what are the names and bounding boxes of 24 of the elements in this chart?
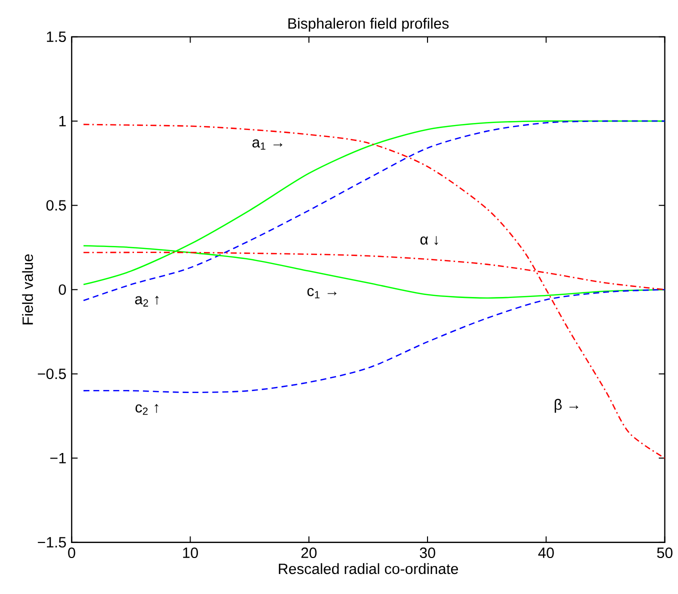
annotation: c$_{1}$ → (307, 288, 336, 298)
annotation: α ↓ (420, 236, 438, 245)
x-tick-label: 40 (538, 547, 554, 558)
y-tick-label: −1 (50, 452, 66, 464)
line-series (82, 288, 665, 393)
x-tick-label: 0 (68, 547, 76, 558)
y-tick-label: 0 (58, 284, 66, 295)
annotation: β → (554, 398, 578, 413)
y-axis-title: Field value (22, 254, 33, 324)
x-tick-label: 30 (420, 547, 436, 558)
y-tick-label: 0.5 (46, 200, 66, 211)
x-tick-label: 50 (657, 547, 672, 558)
y-tick-label: 1.5 (46, 32, 66, 42)
annotation: a$_{2}$ ↑ (135, 296, 159, 307)
x-tick-label: 10 (183, 547, 198, 558)
annotation: a$_{1}$ → (252, 139, 282, 150)
chart-title: Bisphaleron field profiles (288, 18, 449, 32)
y-tick-label: −0.5 (38, 368, 66, 380)
annotation: c$_{2}$ ↑ (136, 404, 158, 415)
x-axis-title: Rescaled radial co-ordinate (278, 563, 458, 574)
y-tick-label: 1 (59, 116, 66, 126)
y-tick-label: −1.5 (38, 537, 66, 548)
line-series (82, 124, 665, 459)
x-tick-label: 20 (301, 547, 317, 558)
